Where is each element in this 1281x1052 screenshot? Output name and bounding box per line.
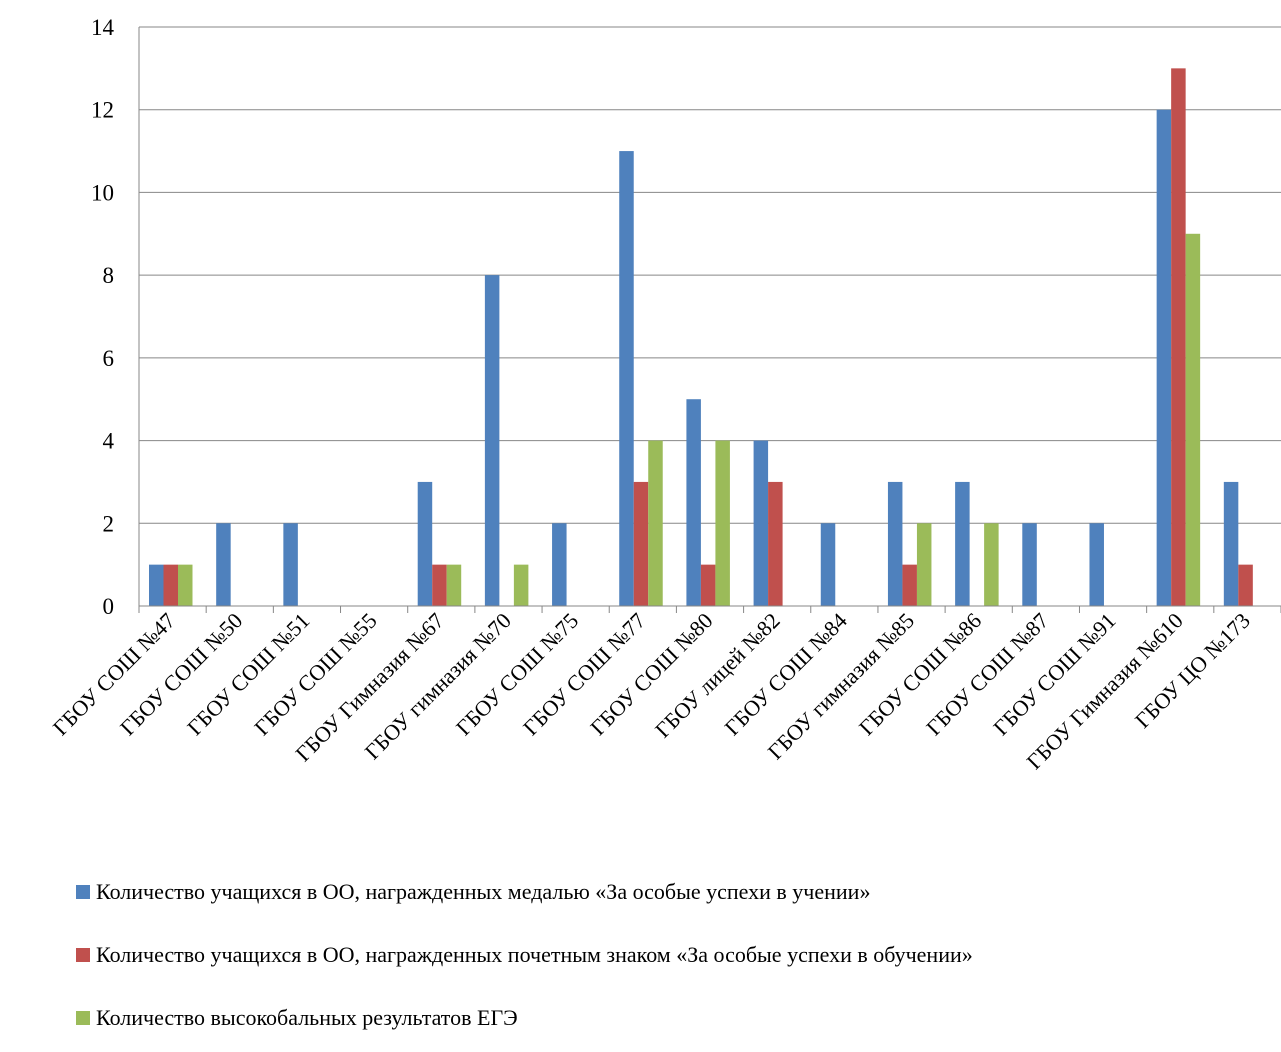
- bar-series-1: [1223, 481, 1239, 606]
- legend-label: Количество учащихся в ОО, награжденных м…: [96, 879, 871, 904]
- bar-series-2: [163, 564, 178, 606]
- bar-series-3: [178, 564, 193, 606]
- bar-series-2: [633, 481, 649, 606]
- y-tick-label: 8: [103, 263, 115, 288]
- y-tick-label: 2: [103, 511, 115, 536]
- legend-item: Количество учащихся в ОО, награжденных м…: [76, 879, 871, 904]
- bar-series-1: [887, 481, 903, 606]
- bar-series-3: [984, 523, 999, 606]
- gridlines: [139, 26, 1281, 607]
- axes: [138, 27, 1281, 607]
- bar-series-1: [955, 481, 970, 606]
- bar-series-1: [149, 564, 164, 606]
- x-tick-label: ГБОУ СОШ №77: [518, 608, 650, 740]
- bar-series-2: [1171, 68, 1186, 607]
- y-tick-label: 12: [91, 98, 114, 123]
- bar-series-2: [700, 564, 716, 606]
- y-tick-label: 0: [103, 594, 115, 619]
- x-tick-label: ГБОУ СОШ №86: [854, 608, 986, 740]
- x-tick-label: ГБОУ лицей №82: [650, 608, 785, 743]
- bar-series-1: [216, 523, 231, 606]
- x-tick-label: ГБОУ ЦО №173: [1130, 608, 1255, 733]
- bar-series-1: [484, 275, 500, 606]
- legend-swatch: [76, 1011, 90, 1025]
- bar-series-2: [1238, 564, 1253, 606]
- x-tick-label: ГБОУ СОШ №55: [249, 608, 381, 740]
- legend-swatch: [76, 948, 90, 962]
- bar-series-3: [648, 440, 663, 606]
- bar-series-1: [1022, 523, 1037, 606]
- bar-series-1: [552, 523, 567, 606]
- x-tick-label: ГБОУ СОШ №50: [115, 608, 247, 740]
- bar-series-1: [1089, 523, 1104, 606]
- y-tick-label: 4: [103, 429, 115, 454]
- y-tick-label: 10: [91, 180, 114, 205]
- legend-item: Количество учащихся в ОО, награжденных п…: [76, 942, 973, 967]
- bar-series-2: [432, 564, 447, 606]
- x-tick-label: ГБОУ СОШ №84: [720, 608, 852, 740]
- y-tick-label: 6: [103, 346, 115, 371]
- x-tick-label: ГБОУ СОШ №87: [921, 608, 1053, 740]
- legend-label: Количество высокобальных результатов ЕГЭ: [96, 1005, 518, 1030]
- legend-swatch: [76, 885, 90, 899]
- x-tick-label: ГБОУ СОШ №47: [48, 608, 180, 740]
- bar-series-1: [619, 151, 634, 607]
- bar-series-1: [283, 523, 298, 606]
- bar-series-1: [417, 481, 433, 606]
- x-tick-label: ГБОУ СОШ №80: [585, 608, 717, 740]
- bar-series-3: [1185, 233, 1201, 607]
- bar-series-3: [715, 440, 730, 606]
- bar-series-3: [513, 564, 529, 606]
- bar-series-1: [1156, 109, 1172, 606]
- bar-series-2: [902, 564, 917, 606]
- bar-series-3: [916, 523, 932, 606]
- bar-series-3: [446, 564, 462, 606]
- x-tick-label: ГБОУ СОШ №75: [451, 608, 583, 740]
- x-tick-label: ГБОУ СОШ №51: [182, 608, 314, 740]
- bar-series-1: [753, 440, 769, 606]
- y-tick-label: 14: [91, 15, 115, 40]
- x-tick-label: ГБОУ СОШ №91: [988, 608, 1120, 740]
- legend-label: Количество учащихся в ОО, награжденных п…: [96, 942, 973, 967]
- bar-series-1: [686, 399, 701, 606]
- bars: [149, 68, 1253, 607]
- legend-item: Количество высокобальных результатов ЕГЭ: [76, 1005, 518, 1030]
- bar-series-1: [820, 523, 836, 606]
- bar-series-2: [768, 481, 783, 606]
- y-axis-ticks: 0 2 4 6 8 10 12 14: [91, 15, 115, 619]
